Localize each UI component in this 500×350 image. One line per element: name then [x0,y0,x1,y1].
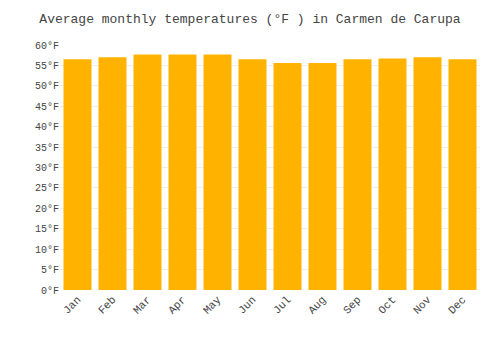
svg-text:50°F: 50°F [35,81,59,92]
svg-text:Feb: Feb [96,294,118,316]
svg-text:60°F: 60°F [35,41,59,52]
svg-text:5°F: 5°F [41,265,59,276]
svg-text:Dec: Dec [446,294,468,316]
svg-text:20°F: 20°F [35,204,59,215]
svg-text:Jul: Jul [271,294,293,316]
svg-text:40°F: 40°F [35,122,59,133]
svg-text:55°F: 55°F [35,61,59,72]
svg-text:Jun: Jun [236,294,258,316]
svg-text:Oct: Oct [376,294,398,316]
svg-text:Average monthly temperatures (: Average monthly temperatures (°F ) in Ca… [39,12,460,27]
svg-text:May: May [201,294,224,317]
svg-text:Jan: Jan [61,294,83,316]
svg-text:15°F: 15°F [35,224,59,235]
svg-text:Aug: Aug [306,294,328,316]
svg-text:30°F: 30°F [35,163,59,174]
svg-text:0°F: 0°F [41,286,59,297]
svg-text:10°F: 10°F [35,245,59,256]
svg-text:Mar: Mar [131,294,153,316]
svg-text:25°F: 25°F [35,183,59,194]
svg-text:35°F: 35°F [35,143,59,154]
svg-text:Nov: Nov [411,294,434,317]
svg-text:Apr: Apr [166,294,188,316]
svg-text:Sep: Sep [341,294,363,316]
svg-text:45°F: 45°F [35,102,59,113]
